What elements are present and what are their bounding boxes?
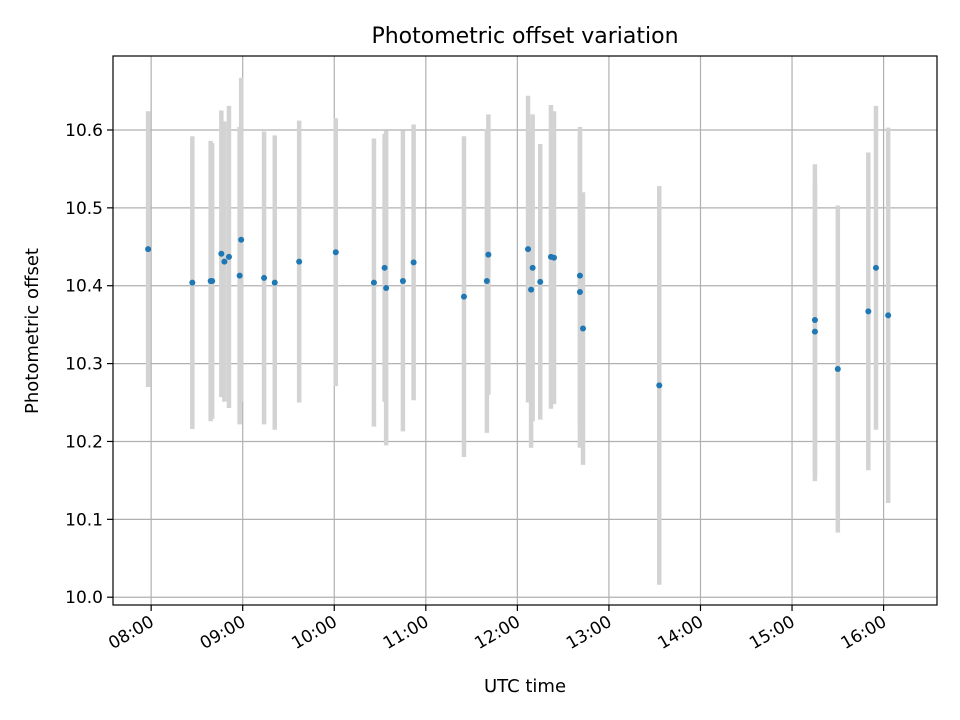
- y-tick-label: 10.2: [65, 432, 103, 452]
- chart-title: Photometric offset variation: [371, 24, 678, 49]
- y-tick-label: 10.1: [65, 510, 103, 530]
- x-axis-label: UTC time: [484, 676, 566, 697]
- y-axis-label: Photometric offset: [22, 248, 43, 414]
- data-point: [399, 278, 406, 285]
- y-tick-label: 10.0: [65, 588, 103, 608]
- data-point: [381, 264, 388, 271]
- data-point: [485, 251, 492, 258]
- data-point: [236, 272, 243, 279]
- data-point: [525, 246, 532, 253]
- data-point: [528, 286, 535, 293]
- data-point: [460, 293, 467, 300]
- data-point: [370, 279, 377, 286]
- data-point: [332, 249, 339, 256]
- y-tick-label: 10.6: [65, 121, 103, 141]
- data-point: [271, 279, 278, 286]
- data-point: [209, 278, 216, 285]
- data-point: [145, 246, 152, 253]
- data-point: [189, 279, 196, 286]
- y-axis-ticks: 10.0 10.1 10.2 10.3 10.4 10.5 10.6: [65, 121, 113, 608]
- y-tick-label: 10.4: [65, 277, 103, 297]
- data-point: [865, 308, 872, 315]
- data-point: [238, 236, 245, 243]
- data-point: [529, 264, 536, 271]
- data-point: [410, 259, 417, 266]
- data-point: [579, 325, 586, 332]
- data-points: [145, 236, 892, 389]
- data-point: [576, 288, 583, 295]
- plot-frame: [112, 55, 938, 606]
- data-point: [225, 253, 232, 260]
- data-point: [296, 258, 303, 265]
- data-point: [834, 366, 841, 373]
- data-point: [885, 312, 892, 319]
- data-point: [483, 278, 490, 285]
- data-point: [872, 264, 879, 271]
- data-point: [550, 254, 557, 261]
- data-point: [811, 316, 818, 323]
- data-point: [221, 258, 228, 265]
- y-tick-label: 10.3: [65, 355, 103, 375]
- data-point: [576, 272, 583, 279]
- data-point: [811, 328, 818, 335]
- data-point: [218, 250, 225, 257]
- y-tick-label: 10.5: [65, 199, 103, 219]
- data-point: [656, 382, 663, 389]
- data-point: [261, 274, 268, 281]
- data-point: [537, 278, 544, 285]
- data-point: [383, 285, 390, 292]
